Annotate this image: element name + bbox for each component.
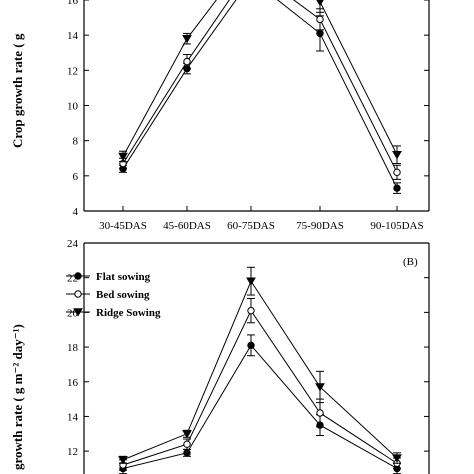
panel-a-y-axis-label: Crop growth rate ( g bbox=[10, 33, 25, 148]
data-point-series-1 bbox=[183, 440, 191, 448]
data-point-series-1 bbox=[316, 15, 324, 24]
series-line-0 bbox=[122, 344, 398, 469]
panel-a-y-ticks: 4 6 8 10 12 14 16 bbox=[67, 0, 429, 218]
legend-marker bbox=[74, 272, 82, 280]
series-line-2 bbox=[122, 0, 398, 157]
y-tick-label: 16 bbox=[67, 377, 79, 389]
y-tick-label: 20 bbox=[67, 307, 79, 319]
y-tick-label: 14 bbox=[67, 30, 79, 42]
series-line-1 bbox=[122, 309, 398, 466]
y-tick-label: 4 bbox=[73, 206, 79, 218]
data-point-series-2 bbox=[246, 277, 256, 286]
panel-b-y-axis-label: growth rate ( g m⁻² day⁻¹) bbox=[10, 324, 25, 470]
panel-b-y-ticks: 12 14 16 18 20 22 24 bbox=[67, 238, 429, 458]
data-point-series-0 bbox=[247, 341, 255, 350]
data-point-series-0 bbox=[183, 449, 191, 457]
panel-a: 4 6 8 10 12 14 16 30-45DAS 45-60DAS 60-75DAS 75-9… bbox=[10, 0, 430, 232]
y-tick-label: 16 bbox=[67, 0, 79, 7]
data-point-series-2 bbox=[182, 430, 192, 439]
y-tick-label: 18 bbox=[67, 342, 79, 354]
y-tick-label: 22 bbox=[67, 273, 78, 285]
y-tick-label: 8 bbox=[73, 136, 79, 148]
legend-marker bbox=[73, 308, 83, 317]
data-point-series-2 bbox=[315, 383, 325, 392]
panel-a-plot-area bbox=[118, 0, 402, 194]
data-point-series-2 bbox=[182, 34, 192, 44]
data-point-series-2 bbox=[118, 456, 128, 465]
data-point-series-1 bbox=[316, 409, 324, 417]
data-point-series-2 bbox=[118, 152, 128, 162]
data-point-series-2 bbox=[316, 0, 324, 7]
x-tick-label: 60-75DAS bbox=[227, 220, 275, 232]
x-tick-label: 75-90DAS bbox=[296, 220, 344, 232]
y-tick-label: 24 bbox=[67, 238, 79, 250]
data-point-series-1 bbox=[247, 306, 255, 315]
y-tick-label: 12 bbox=[67, 446, 78, 458]
legend-label: Bed sowing bbox=[96, 289, 150, 301]
x-tick-label: 30-45DAS bbox=[99, 220, 147, 232]
panel-b-plot-area bbox=[118, 266, 402, 474]
x-tick-label: 45-60DAS bbox=[163, 220, 211, 232]
y-tick-label: 12 bbox=[67, 65, 78, 77]
x-tick-label: 90-105DAS bbox=[370, 220, 423, 232]
panel-b: 12 14 16 18 20 22 24 (B) growth rate ( g m⁻² d… bbox=[10, 238, 430, 474]
y-tick-label: 10 bbox=[67, 101, 79, 113]
series-line-0 bbox=[122, 0, 398, 189]
series-line-1 bbox=[122, 0, 398, 173]
panel-b-legend: Flat sowing Bed sowing Ridge Sowing bbox=[66, 271, 161, 319]
y-tick-label: 14 bbox=[67, 411, 79, 423]
panel-b-tag: (B) bbox=[403, 256, 418, 268]
data-point-series-1 bbox=[393, 168, 401, 177]
data-point-series-0 bbox=[393, 184, 401, 192]
data-point-series-0 bbox=[316, 29, 324, 38]
data-point-series-1 bbox=[183, 57, 191, 66]
legend-marker bbox=[74, 290, 82, 298]
legend-label: Ridge Sowing bbox=[96, 307, 161, 319]
y-tick-label: 6 bbox=[73, 171, 79, 183]
series-line-2 bbox=[122, 280, 398, 461]
data-point-series-2 bbox=[392, 454, 402, 463]
legend-label: Flat sowing bbox=[96, 271, 151, 283]
data-point-series-2 bbox=[392, 151, 402, 160]
panel-a-x-ticks: 30-45DAS 45-60DAS 60-75DAS 75-90DAS 90-105DA… bbox=[99, 206, 424, 232]
